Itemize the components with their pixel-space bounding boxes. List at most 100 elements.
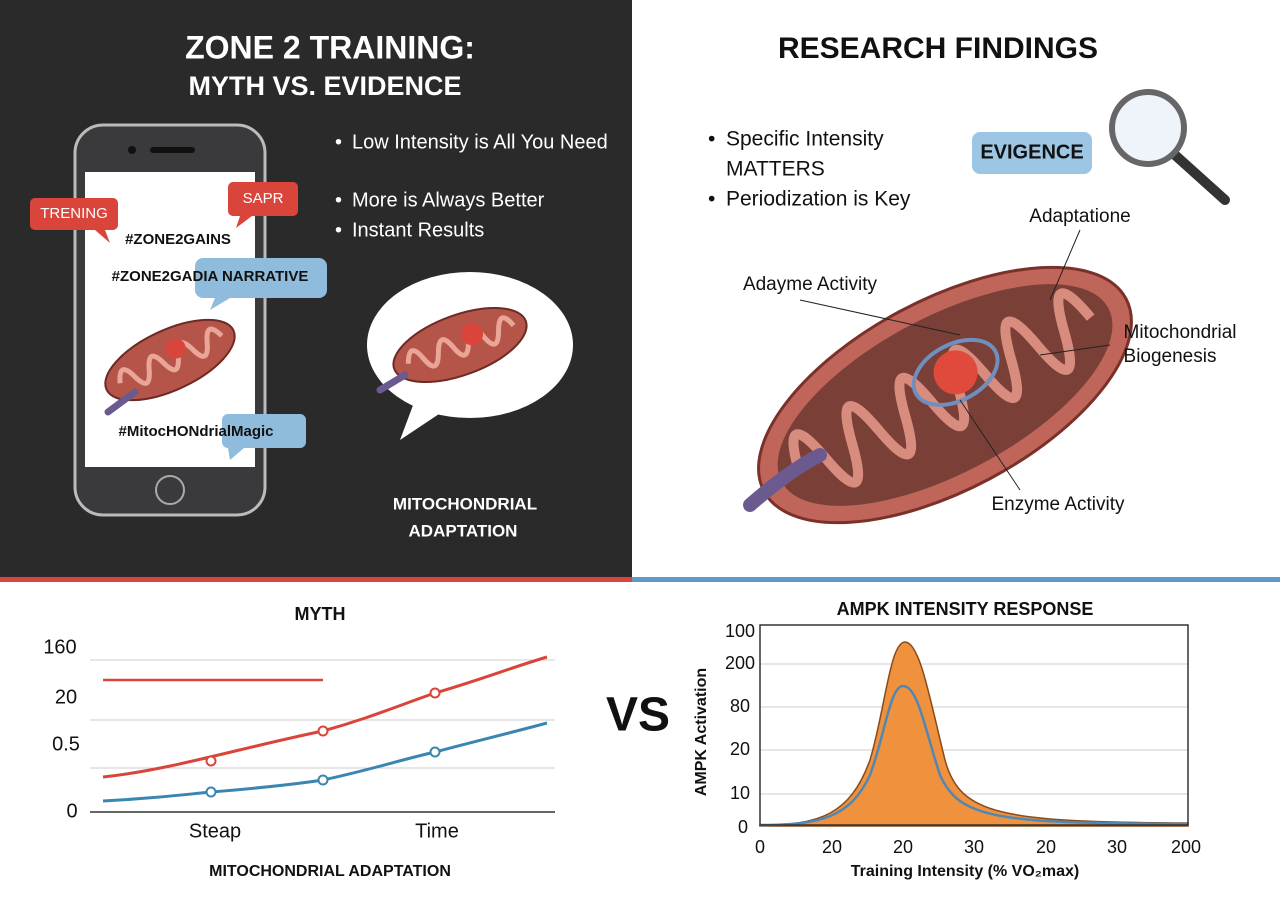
mitochondrion-large bbox=[757, 265, 1133, 525]
y-label: 0.5 bbox=[52, 733, 80, 755]
y-label: 20 bbox=[730, 739, 750, 759]
bubble-tail bbox=[236, 216, 252, 228]
bullet: • bbox=[708, 128, 715, 151]
hashtag: #ZONE2GADIA NARRATIVE bbox=[112, 268, 309, 285]
leader-line bbox=[1049, 229, 1081, 301]
badge bbox=[972, 132, 1092, 174]
mito-cristae bbox=[405, 315, 516, 369]
x-label: 20 bbox=[822, 837, 842, 857]
title: RESEARCH FINDINGS bbox=[778, 32, 1098, 65]
magnifier-handle bbox=[1170, 150, 1230, 205]
y-label: 200 bbox=[725, 653, 755, 673]
vs: VS bbox=[606, 689, 670, 742]
bullet-text: Periodization is Key bbox=[726, 188, 911, 211]
label: Enzyme Activity bbox=[991, 494, 1125, 515]
chart-title: MYTH bbox=[295, 604, 346, 624]
bubble-tail bbox=[400, 400, 445, 440]
bullet: • bbox=[335, 219, 342, 241]
x-label: Time bbox=[415, 820, 459, 842]
label: Biogenesis bbox=[1124, 346, 1217, 367]
tag: TRENING bbox=[40, 205, 108, 222]
x-label: 0 bbox=[755, 837, 765, 857]
marker bbox=[429, 687, 441, 699]
plot-frame bbox=[759, 624, 1189, 826]
mito-tail bbox=[104, 388, 139, 416]
magnifier bbox=[1109, 89, 1187, 167]
y-axis-label: AMPK Activation bbox=[693, 668, 710, 796]
mito-cristae bbox=[788, 288, 1095, 488]
phone-speaker bbox=[150, 147, 195, 153]
grid bbox=[760, 663, 1188, 795]
mitochondrion-medium bbox=[392, 307, 528, 383]
phone-camera bbox=[128, 146, 136, 154]
y-label: 0 bbox=[738, 817, 748, 837]
hashtag: #ZONE2GAINS bbox=[125, 231, 231, 248]
home-button bbox=[155, 475, 185, 505]
bullet-text: Instant Results bbox=[352, 219, 484, 241]
tag-bubble bbox=[228, 182, 298, 216]
divider-blue bbox=[632, 577, 1280, 582]
chart-title: AMPK INTENSITY RESPONSE bbox=[837, 599, 1094, 619]
x-axis-label: Training Intensity (% VO₂max) bbox=[851, 863, 1079, 880]
mito-cristae bbox=[117, 326, 224, 386]
bullet-text: MATTERS bbox=[726, 158, 825, 181]
markers bbox=[205, 687, 441, 798]
x-label: 20 bbox=[1036, 837, 1056, 857]
title: ZONE 2 TRAINING: bbox=[185, 29, 475, 65]
ampk-curve bbox=[759, 684, 1189, 827]
mito-membrane bbox=[911, 337, 1000, 407]
caption: MITOCHONDRIAL bbox=[393, 494, 537, 513]
leader-line bbox=[799, 299, 961, 336]
badge-text: EVIGENCE bbox=[980, 141, 1083, 163]
y-label: 160 bbox=[43, 636, 76, 658]
bullet: • bbox=[335, 131, 342, 153]
caption: ADAPTATION bbox=[409, 521, 518, 540]
marker bbox=[317, 725, 329, 737]
leader-line bbox=[959, 399, 1021, 491]
hashtag: #MitocHONdrialMagic bbox=[118, 423, 273, 440]
mitochondrion-small bbox=[104, 318, 236, 402]
hashtag-bubble bbox=[195, 258, 327, 298]
marker bbox=[205, 755, 217, 767]
bullet: • bbox=[335, 189, 342, 211]
bullet-text: More is Always Better bbox=[352, 189, 545, 211]
ampk-area bbox=[759, 641, 1189, 827]
mito-core bbox=[461, 323, 484, 346]
label: Adayme Activity bbox=[743, 274, 878, 295]
mito-tail bbox=[376, 371, 409, 394]
x-label: Steap bbox=[189, 820, 241, 842]
x-label: 200 bbox=[1171, 837, 1201, 857]
x-label: 20 bbox=[893, 837, 913, 857]
marker bbox=[429, 746, 441, 758]
y-label: 0 bbox=[66, 800, 77, 822]
bubble-tail bbox=[210, 298, 230, 310]
hashtag-bubble bbox=[222, 414, 306, 448]
y-label: 20 bbox=[55, 686, 77, 708]
x-label: 30 bbox=[1107, 837, 1127, 857]
label: Mitochondrial bbox=[1124, 322, 1237, 343]
marker bbox=[317, 774, 329, 786]
x-label: 30 bbox=[964, 837, 984, 857]
bullet-text: Low Intensity is All You Need bbox=[352, 131, 608, 153]
mito-core bbox=[933, 350, 978, 395]
label: Adaptatione bbox=[1029, 206, 1130, 227]
tag-bubble bbox=[30, 198, 118, 230]
mito-core bbox=[165, 338, 186, 359]
y-label: 100 bbox=[725, 621, 755, 641]
y-label: 80 bbox=[730, 696, 750, 716]
bubble-tail bbox=[228, 448, 244, 460]
caption: MITOCHONDRIAL ADAPTATION bbox=[209, 863, 451, 880]
bubble-tail bbox=[95, 230, 110, 243]
myth-line-red bbox=[102, 655, 548, 779]
leader-line bbox=[1039, 344, 1111, 356]
bullet-text: Specific Intensity bbox=[726, 128, 884, 151]
subtitle: MYTH VS. EVIDENCE bbox=[188, 71, 461, 101]
y-label: 10 bbox=[730, 783, 750, 803]
divider-red bbox=[0, 577, 632, 582]
tag: SAPR bbox=[243, 190, 284, 207]
bullet: • bbox=[708, 188, 715, 211]
mito-tail bbox=[743, 448, 827, 512]
marker bbox=[205, 786, 217, 798]
